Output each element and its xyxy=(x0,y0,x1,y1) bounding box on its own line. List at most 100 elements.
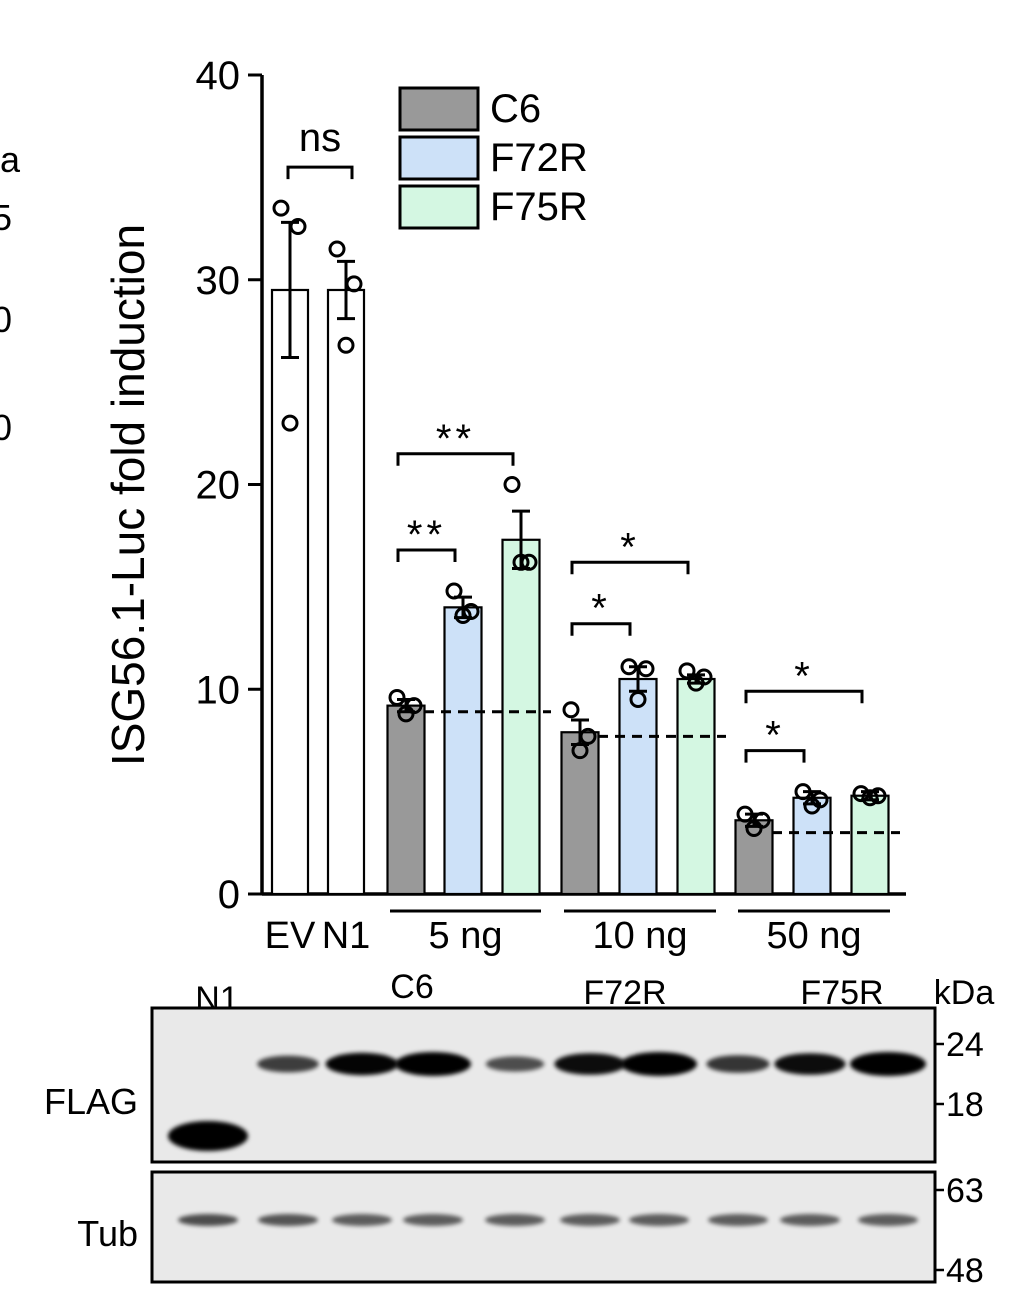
group-2-c6-bar xyxy=(734,819,774,896)
flag-band xyxy=(257,1055,319,1073)
group-2-f75r-data-point xyxy=(861,789,879,807)
y-axis-label: ISG56.1-Luc fold induction xyxy=(102,224,154,766)
control-n1-data-point xyxy=(337,336,355,354)
control-ev-data-point xyxy=(289,218,307,236)
blot-lane-label-f72r: F72R xyxy=(583,974,666,1012)
legend-swatch-c6 xyxy=(398,86,480,132)
flag-band xyxy=(485,1056,545,1072)
edge-fragment-1: a xyxy=(0,139,21,180)
significance-label: * xyxy=(794,654,814,698)
blot-panel-label-tub: Tub xyxy=(77,1213,138,1254)
group-0-f75r-data-point xyxy=(503,476,521,493)
group-2-f75r-bar xyxy=(850,794,890,896)
tub-band xyxy=(178,1214,238,1226)
legend-label-c6: C6 xyxy=(490,87,541,131)
group-0-f72r-data-point xyxy=(454,607,472,625)
tub-band xyxy=(560,1214,620,1226)
edge-fragment-3: 0 xyxy=(0,299,12,340)
group-2-c6-data-point xyxy=(736,805,754,823)
control-ev-bar xyxy=(270,288,310,896)
flag-band xyxy=(774,1053,846,1075)
group-1-f75r-bar xyxy=(676,677,716,896)
blot-bands xyxy=(168,1052,926,1226)
group-1-f75r-data-point xyxy=(687,674,705,692)
group-2-f75r-data-point xyxy=(852,785,870,803)
control-ev-data-point xyxy=(272,199,290,217)
significance-label: ** xyxy=(407,513,446,557)
legend-swatch-f72r xyxy=(398,135,480,181)
flag-band-n1 xyxy=(168,1121,248,1151)
significance-label: * xyxy=(765,714,785,758)
tub-band xyxy=(485,1214,545,1226)
y-tick-label: 0 xyxy=(218,873,240,917)
y-tick-label: 20 xyxy=(196,464,241,508)
blot-panel-tub xyxy=(150,1170,937,1284)
group-1-f72r-data-point xyxy=(637,660,655,678)
significance-bracket xyxy=(396,452,515,466)
flag-band xyxy=(706,1055,770,1073)
group-1-f72r-bar xyxy=(618,677,658,896)
significance-bracket xyxy=(286,165,354,180)
tub-band xyxy=(332,1214,392,1226)
group-2-f72r-data-point xyxy=(803,797,821,815)
tub-band xyxy=(629,1214,689,1226)
group-0-f72r-data-point xyxy=(462,602,480,620)
marker-label-18: 18 xyxy=(946,1086,984,1124)
y-tick-label: 40 xyxy=(196,54,241,98)
marker-label-24: 24 xyxy=(946,1026,984,1064)
group-0-c6-bar xyxy=(386,704,426,896)
group-2-f72r-data-point xyxy=(794,783,812,801)
significance-label: * xyxy=(591,587,611,631)
significance-label: ns xyxy=(299,116,341,160)
group-1-c6-data-point xyxy=(571,742,589,760)
control-n1-data-point xyxy=(328,240,346,258)
tub-band xyxy=(403,1214,463,1226)
group-label: 5 ng xyxy=(429,915,503,957)
flag-band xyxy=(554,1053,626,1075)
y-tick-label: 10 xyxy=(196,668,241,712)
group-0-f75r-data-point xyxy=(512,553,530,571)
group-0-f72r-bar xyxy=(443,606,483,896)
group-0-f72r-data-point xyxy=(445,582,463,600)
tub-band xyxy=(780,1214,840,1226)
flag-band xyxy=(621,1052,697,1076)
blot-lane-label-c6: C6 xyxy=(390,968,433,1006)
group-1-f72r-data-point xyxy=(620,658,638,676)
group-1-f72r-data-point xyxy=(629,690,647,708)
group-0-c6-data-point xyxy=(397,705,415,723)
marker-label-48: 48 xyxy=(946,1252,984,1290)
group-2-f75r-data-point xyxy=(869,787,887,805)
control-n1-bar xyxy=(326,288,366,896)
significance-label: ** xyxy=(436,417,475,461)
blot-unit-label: kDa xyxy=(934,974,995,1012)
group-label: 10 ng xyxy=(592,915,687,957)
x-label-n1: N1 xyxy=(322,915,371,957)
control-ev-data-point xyxy=(281,414,299,432)
edge-fragment-2: 5 xyxy=(0,197,12,238)
significance-bracket xyxy=(570,622,632,636)
edge-fragment-4: 0 xyxy=(0,407,12,448)
group-0-c6-data-point xyxy=(388,688,406,706)
control-n1-data-point xyxy=(345,275,363,293)
group-label: 50 ng xyxy=(766,915,861,957)
legend: C6 F72R F75R xyxy=(398,86,588,230)
western-blot: N1 C6 F72R F75R kDa FLAG Tub 24 18 63 48 xyxy=(44,968,994,1290)
flag-band xyxy=(325,1052,399,1076)
significance-bracket xyxy=(744,749,806,763)
group-1-c6-data-point xyxy=(562,701,580,719)
significance-bracket xyxy=(396,548,457,563)
significance-bracket xyxy=(570,560,690,575)
legend-label-f72r: F72R xyxy=(490,136,588,180)
legend-label-f75r: F75R xyxy=(490,185,588,229)
flag-band xyxy=(850,1052,926,1076)
significance-bracket xyxy=(744,689,864,704)
y-tick-label: 30 xyxy=(196,259,241,303)
group-0-f75r-bar xyxy=(501,538,541,896)
flag-band xyxy=(395,1052,471,1076)
tub-band xyxy=(258,1214,318,1226)
group-0-f75r-data-point xyxy=(520,553,538,571)
blot-lane-label-f75r: F75R xyxy=(800,974,883,1012)
group-1-c6-data-point xyxy=(579,727,597,745)
